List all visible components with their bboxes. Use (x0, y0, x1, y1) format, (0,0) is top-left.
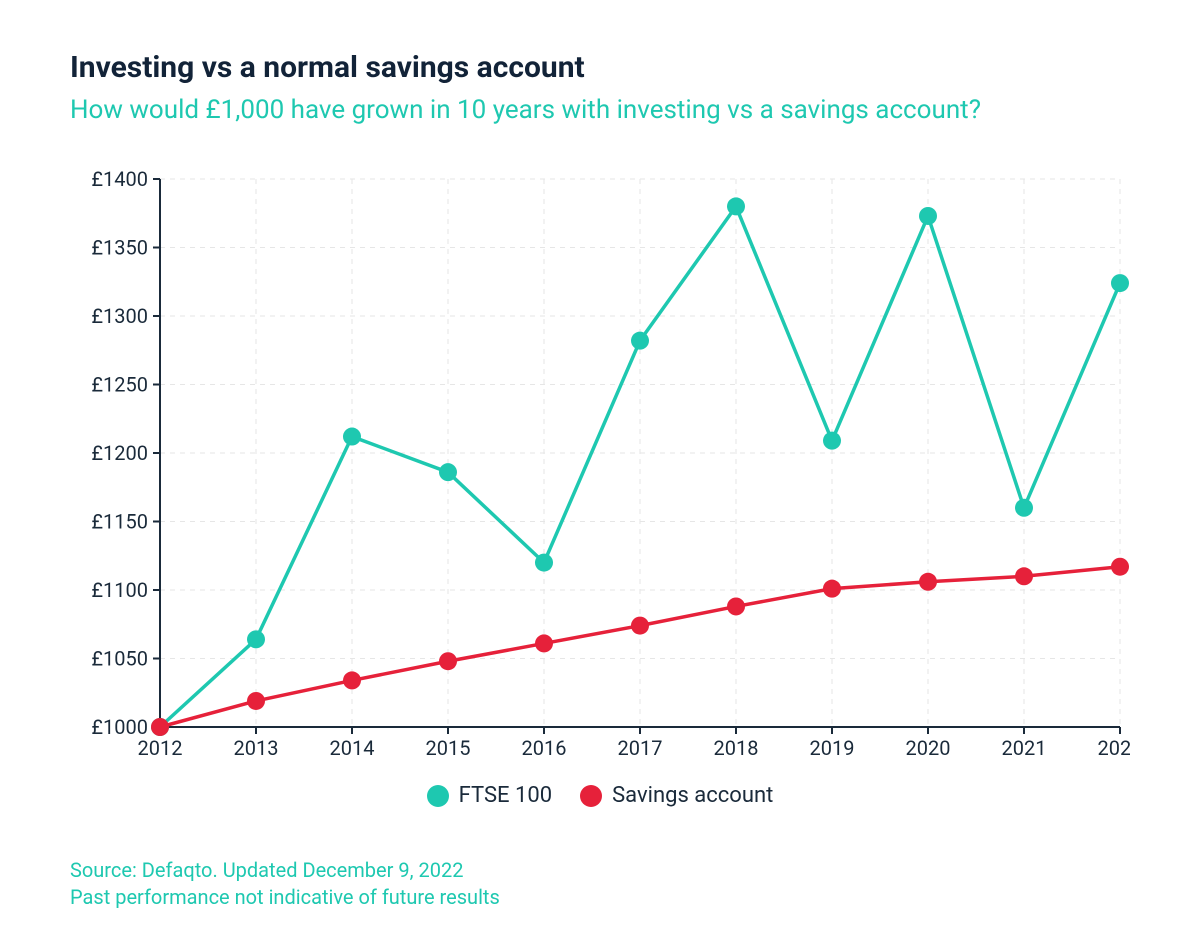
legend-label: Savings account (612, 783, 773, 808)
series-marker (247, 692, 265, 710)
series-marker (727, 597, 745, 615)
y-tick-label: £1250 (91, 373, 148, 397)
y-tick-label: £1200 (91, 441, 148, 465)
series-marker (823, 432, 841, 450)
series-marker (631, 617, 649, 635)
legend-item: FTSE 100 (427, 783, 552, 808)
chart-title: Investing vs a normal savings account (70, 50, 1130, 85)
chart-subtitle: How would £1,000 have grown in 10 years … (70, 95, 1130, 125)
footnote-line-2: Past performance not indicative of futur… (70, 884, 1130, 911)
series-marker (1111, 558, 1129, 576)
series-marker (631, 332, 649, 350)
y-tick-label: £1300 (91, 304, 148, 328)
series-marker (535, 554, 553, 572)
x-tick-label: 2013 (234, 736, 279, 759)
legend-label: FTSE 100 (459, 783, 552, 808)
series-marker (1015, 567, 1033, 585)
x-tick-label: 2019 (810, 736, 855, 759)
series-marker (343, 671, 361, 689)
series-marker (919, 573, 937, 591)
legend-dot (580, 785, 602, 807)
series-marker (247, 630, 265, 648)
x-tick-label: 2016 (522, 736, 567, 759)
series-marker (1111, 274, 1129, 292)
legend-item: Savings account (580, 783, 773, 808)
line-chart-svg: £1000£1050£1100£1150£1200£1250£1300£1350… (70, 169, 1130, 759)
chart-area: £1000£1050£1100£1150£1200£1250£1300£1350… (70, 169, 1130, 763)
chart-legend: FTSE 100 Savings account (70, 783, 1130, 813)
y-tick-label: £1100 (91, 578, 148, 602)
x-tick-label: 2020 (906, 736, 951, 759)
x-tick-label: 2021 (1002, 736, 1047, 759)
series-marker (439, 652, 457, 670)
series-marker (439, 463, 457, 481)
series-marker (727, 197, 745, 215)
y-tick-label: £1150 (91, 510, 148, 534)
y-tick-label: £1400 (91, 169, 148, 191)
series-marker (919, 207, 937, 225)
x-tick-label: 2012 (138, 736, 183, 759)
x-tick-label: 2015 (426, 736, 471, 759)
y-tick-label: £1350 (91, 236, 148, 260)
series-marker (535, 634, 553, 652)
x-tick-label: 2014 (330, 736, 375, 759)
footnote-line-1: Source: Defaqto. Updated December 9, 202… (70, 857, 1130, 884)
series-marker (151, 718, 169, 736)
series-line (160, 206, 1120, 727)
y-tick-label: £1050 (91, 647, 148, 671)
x-tick-label: 2022 (1098, 736, 1130, 759)
series-marker (823, 580, 841, 598)
legend-dot (427, 785, 449, 807)
x-tick-label: 2017 (618, 736, 663, 759)
series-marker (1015, 499, 1033, 517)
chart-footnote: Source: Defaqto. Updated December 9, 202… (70, 857, 1130, 911)
x-tick-label: 2018 (714, 736, 759, 759)
series-marker (343, 428, 361, 446)
